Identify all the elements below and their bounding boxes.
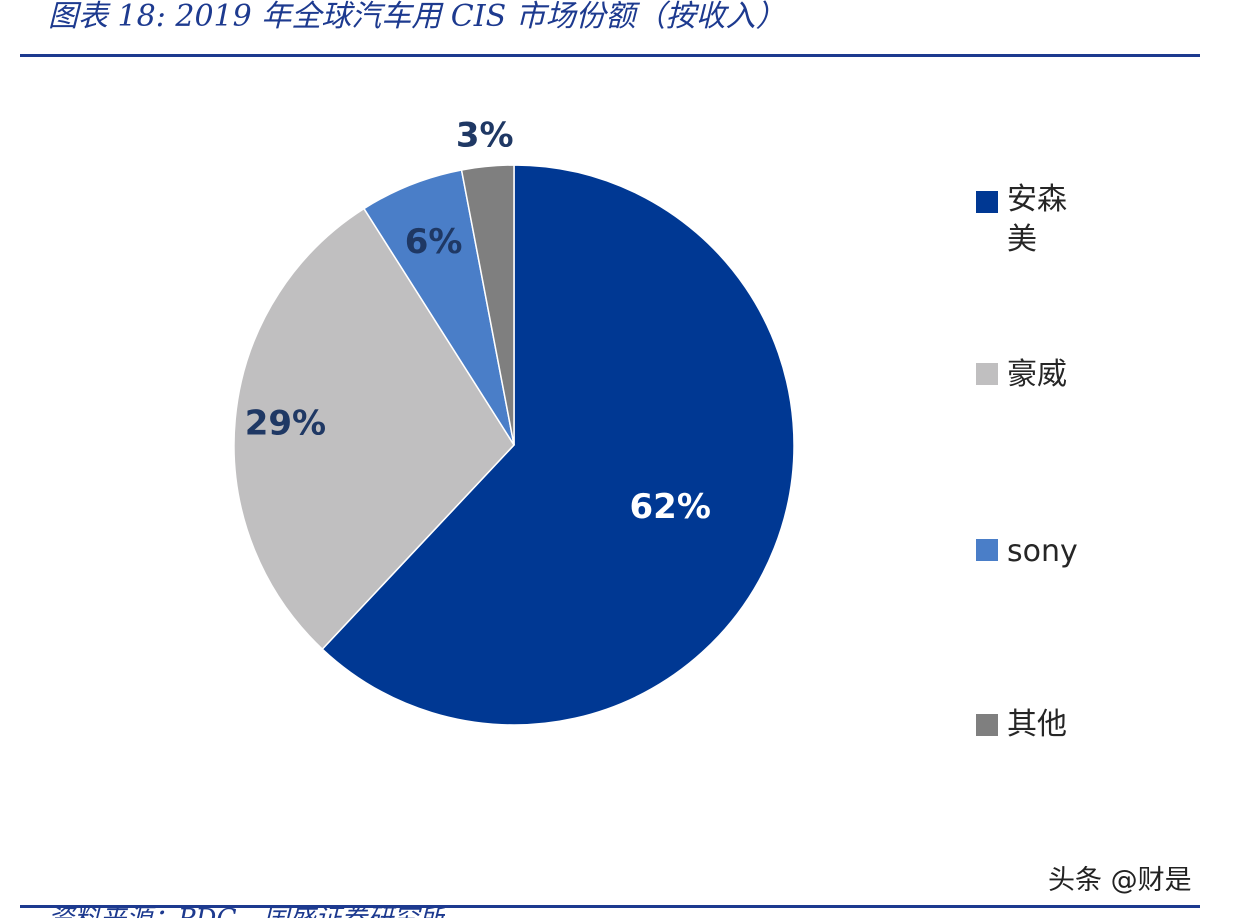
legend-label-sony: sony [1007,534,1078,569]
pie-labels: 62% 29% 6% 3% [245,116,711,527]
legend-swatch-others [976,714,998,736]
legend-label-onsemi: 安森美 [1007,182,1067,257]
pie-slices [233,164,795,726]
chart-title: 图表 18: 2019 年全球汽车用 CIS 市场份额（按收入） [48,0,786,34]
legend-swatch-omnivision [976,363,998,385]
watermark: 头条 @财是 [1048,865,1192,896]
data-label-omnivision: 29% [245,403,326,443]
source-note: 资料来源：PDG，国盛证券研究所 [48,902,445,918]
footer-divider [20,905,1200,908]
pie-slice-omnivision [233,207,515,651]
legend-label-omnivision: 豪威 [1007,357,1067,392]
legend-swatch-onsemi [976,191,998,213]
legend: 安森美 豪威 sony 其他 [976,0,1106,918]
data-label-others: 3% [456,116,514,156]
legend-swatch-sony [976,539,998,561]
data-label-onsemi: 62% [630,487,711,527]
data-label-sony: 6% [405,222,463,262]
pie-slice-onsemi [321,164,795,726]
pie-slice-others [460,164,515,446]
legend-label-others: 其他 [1007,707,1067,742]
header-divider [20,54,1200,57]
